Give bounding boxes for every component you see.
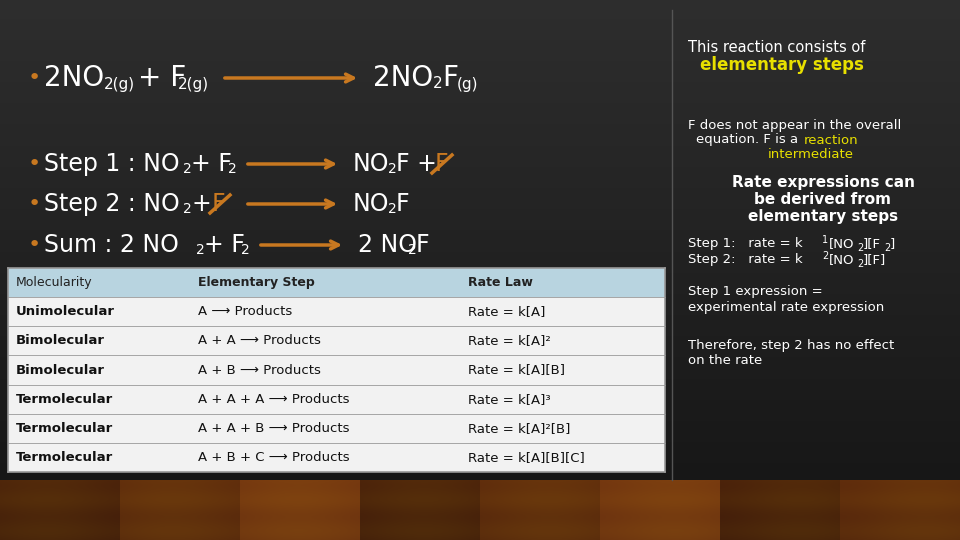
Text: + F: + F [191, 152, 232, 176]
Text: Rate = k[A]: Rate = k[A] [468, 305, 545, 318]
Bar [8, 414, 665, 443]
Text: 2(g): 2(g) [104, 77, 135, 91]
Text: elementary steps: elementary steps [748, 208, 898, 224]
Text: •: • [28, 194, 41, 214]
Text: F: F [435, 152, 448, 176]
Text: experimental rate expression: experimental rate expression [688, 301, 884, 314]
Text: 2: 2 [183, 202, 192, 216]
Text: be derived from: be derived from [755, 192, 892, 206]
Text: F does not appear in the overall: F does not appear in the overall [688, 118, 901, 132]
Text: 2: 2 [884, 243, 890, 253]
Text: F: F [442, 64, 458, 92]
Text: A ⟶ Products: A ⟶ Products [198, 305, 292, 318]
Text: Rate = k[A][B][C]: Rate = k[A][B][C] [468, 451, 585, 464]
Text: A + A + B ⟶ Products: A + A + B ⟶ Products [198, 422, 349, 435]
Text: ]: ] [890, 238, 896, 251]
Bar [8, 326, 665, 355]
Text: A + A ⟶ Products: A + A ⟶ Products [198, 334, 321, 347]
Text: elementary steps: elementary steps [700, 56, 864, 74]
Text: F: F [396, 192, 410, 216]
Text: ][F]: ][F] [863, 253, 886, 267]
Text: 1: 1 [822, 235, 828, 245]
Text: A + B + C ⟶ Products: A + B + C ⟶ Products [198, 451, 349, 464]
Bar [8, 384, 665, 414]
Text: •: • [28, 154, 41, 174]
Text: 2NO: 2NO [373, 64, 433, 92]
Text: 2: 2 [241, 243, 250, 257]
Text: +: + [191, 192, 211, 216]
Text: [NO: [NO [829, 253, 854, 267]
Text: Elementary Step: Elementary Step [198, 276, 315, 289]
Text: Rate = k[A]²: Rate = k[A]² [468, 334, 551, 347]
Text: Step 1 expression =: Step 1 expression = [688, 286, 823, 299]
Bar [8, 443, 665, 472]
Text: Rate expressions can: Rate expressions can [732, 174, 915, 190]
Text: Molecularity: Molecularity [16, 276, 92, 289]
Text: Rate = k[A]²[B]: Rate = k[A]²[B] [468, 422, 570, 435]
Text: reaction: reaction [804, 133, 858, 146]
Bar [8, 355, 665, 384]
Text: Bimolecular: Bimolecular [16, 363, 105, 376]
Text: equation. F is a: equation. F is a [696, 133, 803, 146]
Text: 2: 2 [196, 243, 204, 257]
Text: •: • [28, 235, 41, 255]
Text: F +: F + [396, 152, 437, 176]
Text: Rate = k[A]³: Rate = k[A]³ [468, 393, 551, 406]
Text: Rate Law: Rate Law [468, 276, 533, 289]
Text: NO: NO [353, 192, 390, 216]
Text: F: F [212, 192, 226, 216]
Bar [8, 268, 665, 297]
Text: on the rate: on the rate [688, 354, 762, 368]
Text: 2 NO: 2 NO [358, 233, 417, 257]
Text: [NO: [NO [829, 238, 854, 251]
Text: Step 2:   rate = k: Step 2: rate = k [688, 253, 803, 267]
Text: ][F: ][F [863, 238, 881, 251]
Text: (g): (g) [457, 77, 478, 91]
Text: F: F [416, 233, 430, 257]
Text: Rate = k[A][B]: Rate = k[A][B] [468, 363, 565, 376]
Text: Therefore, step 2 has no effect: Therefore, step 2 has no effect [688, 339, 895, 352]
Text: 2: 2 [433, 77, 443, 91]
Text: 2(g): 2(g) [178, 77, 209, 91]
Text: 2: 2 [388, 162, 396, 176]
Text: 2: 2 [408, 243, 417, 257]
Bar [8, 297, 665, 326]
Text: 2: 2 [183, 162, 192, 176]
Text: Termolecular: Termolecular [16, 393, 113, 406]
Text: Step 2 : NO: Step 2 : NO [44, 192, 180, 216]
Text: Bimolecular: Bimolecular [16, 334, 105, 347]
Text: This reaction consists of: This reaction consists of [688, 40, 865, 56]
Text: •: • [28, 68, 41, 88]
Text: Sum : 2 NO: Sum : 2 NO [44, 233, 179, 257]
Text: 2: 2 [857, 259, 863, 269]
Text: 2: 2 [388, 202, 396, 216]
Text: intermediate: intermediate [768, 148, 854, 161]
Text: 2NO: 2NO [44, 64, 104, 92]
Text: + F: + F [138, 64, 186, 92]
Text: Unimolecular: Unimolecular [16, 305, 115, 318]
Text: NO: NO [353, 152, 390, 176]
Text: 2: 2 [228, 162, 237, 176]
Text: A + B ⟶ Products: A + B ⟶ Products [198, 363, 321, 376]
Text: Step 1 : NO: Step 1 : NO [44, 152, 180, 176]
Text: Step 1:   rate = k: Step 1: rate = k [688, 238, 803, 251]
Text: 2: 2 [822, 251, 828, 261]
Text: Termolecular: Termolecular [16, 451, 113, 464]
Text: A + A + A ⟶ Products: A + A + A ⟶ Products [198, 393, 349, 406]
Text: 2: 2 [857, 243, 863, 253]
Text: Termolecular: Termolecular [16, 422, 113, 435]
Text: + F: + F [204, 233, 245, 257]
